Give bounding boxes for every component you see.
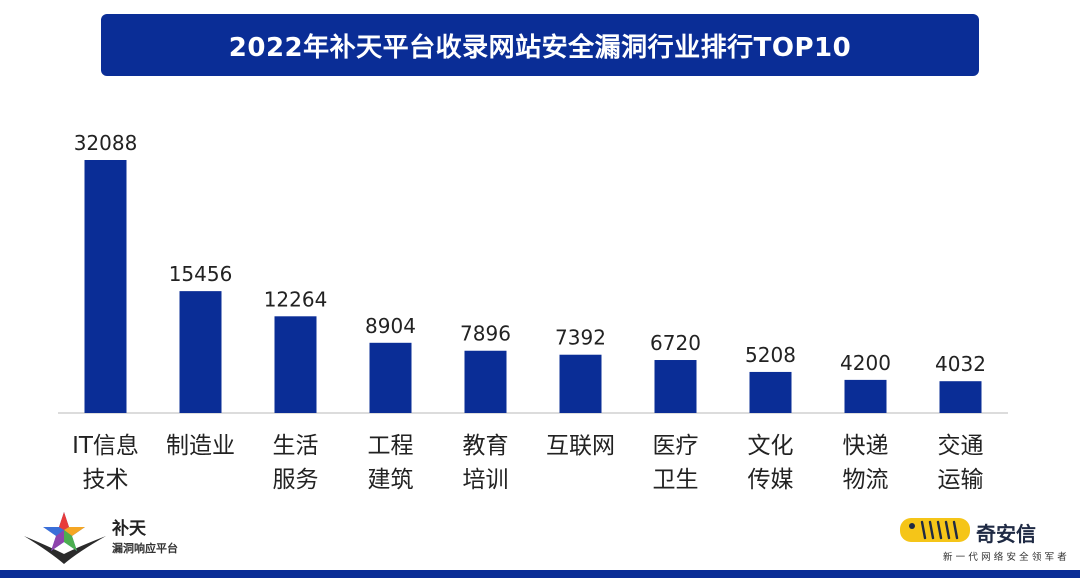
bar <box>844 379 887 413</box>
data-label: 15456 <box>169 262 233 286</box>
data-label: 32088 <box>74 131 138 155</box>
qianxin-slogan: 新一代网络安全领军者 <box>942 552 1070 563</box>
butian-logo: 补天 漏洞响应平台 <box>20 506 220 568</box>
bar <box>274 316 317 413</box>
data-label: 5208 <box>745 343 796 367</box>
category-label: 制造业 <box>166 433 235 459</box>
qianxin-tiger-icon <box>900 518 970 542</box>
bar <box>939 381 982 413</box>
category-label: 教育培训 <box>463 433 509 493</box>
category-label: 交通运输 <box>938 433 984 493</box>
category-label: 生活服务 <box>273 433 319 493</box>
bar <box>464 350 507 413</box>
qianxin-brand: 奇安信 <box>976 522 1036 546</box>
butian-brand: 补天 <box>112 519 146 539</box>
data-label: 12264 <box>264 287 328 311</box>
bar <box>654 360 697 413</box>
data-label: 7896 <box>460 322 511 346</box>
bar <box>749 371 792 413</box>
bar <box>179 291 222 413</box>
bottom-band <box>0 570 1080 578</box>
category-label: 互联网 <box>546 433 615 459</box>
bar <box>84 160 127 413</box>
category-label: 医疗卫生 <box>653 433 699 493</box>
data-label: 4032 <box>935 352 986 376</box>
bar <box>369 342 412 413</box>
bar <box>559 354 602 413</box>
category-label: 工程建筑 <box>368 433 414 493</box>
data-label: 7392 <box>555 326 606 350</box>
butian-subtitle: 漏洞响应平台 <box>112 542 178 555</box>
category-label: 快递物流 <box>843 433 889 493</box>
data-label: 8904 <box>365 314 416 338</box>
category-label: IT信息技术 <box>72 433 139 493</box>
qianxin-logo: 奇安信 新一代网络安全领军者 <box>898 512 1070 568</box>
category-label: 文化传媒 <box>748 433 794 493</box>
chart-title: 2022年补天平台收录网站安全漏洞行业排行TOP10 <box>228 32 852 63</box>
bars-layer: 32088 IT信息技术 15456 制造业 12264 生活服务 8904 工程建筑 7896… <box>72 131 986 493</box>
data-label: 4200 <box>840 351 891 375</box>
data-label: 6720 <box>650 331 701 355</box>
bar-chart: 32088 IT信息技术 15456 制造业 12264 生活服务 8904 工程建筑 7896… <box>58 131 1008 493</box>
butian-emblem-icon <box>24 512 106 564</box>
chart-title-banner: 2022年补天平台收录网站安全漏洞行业排行TOP10 <box>101 14 979 76</box>
